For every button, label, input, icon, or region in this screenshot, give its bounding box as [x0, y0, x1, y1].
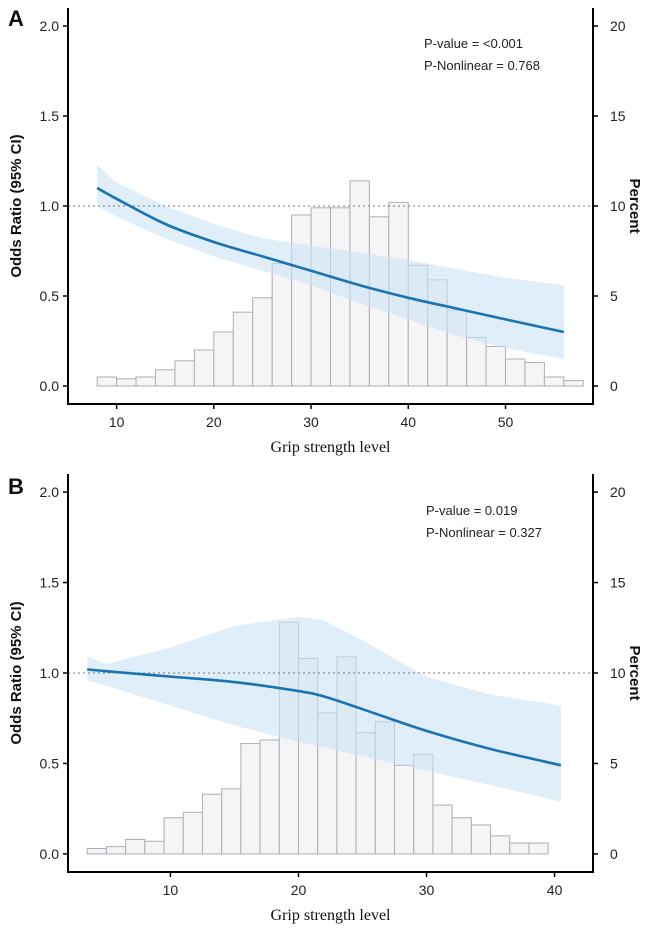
y-right-tick-label: 20	[610, 484, 626, 500]
histogram-bar	[193, 349, 215, 387]
odds-ratio-curve	[96, 186, 565, 334]
y-right-tick-label: 20	[610, 18, 626, 34]
stat-annotation: P-Nonlinear = 0.768	[424, 58, 540, 73]
histogram-bar	[310, 207, 331, 387]
panel-b: B 0.0 0.5 1.0 1.5 2.0 0 5 10 15 20 10 20 30 40 Grip str…	[8, 474, 643, 924]
histogram-bar	[505, 358, 526, 387]
histogram-bar	[271, 263, 293, 387]
y-right-tick-label: 15	[610, 575, 626, 591]
histogram-bar	[291, 214, 312, 387]
histogram-bar	[524, 362, 545, 387]
histogram-bar	[86, 847, 107, 855]
x-tick-label: 30	[303, 414, 319, 430]
x-tick-label: 40	[400, 414, 416, 430]
histogram-bar	[135, 376, 157, 387]
histogram-bar	[116, 378, 137, 387]
x-tick-label: 30	[419, 882, 435, 898]
y-right-axis-label: Percent	[626, 645, 643, 700]
histogram-bar	[470, 824, 492, 855]
histogram-bar	[163, 817, 184, 855]
x-tick-label: 10	[163, 882, 179, 898]
confidence-band	[97, 164, 564, 359]
y-right-axis-label: Percent	[626, 178, 643, 233]
x-tick-label: 50	[498, 414, 514, 430]
histogram-bar	[252, 297, 273, 387]
y-tick-label: 2.0	[40, 484, 60, 500]
histogram-bar	[125, 838, 146, 855]
histogram-bar	[528, 842, 549, 855]
x-tick-label: 10	[109, 414, 125, 430]
y-right-tick-label: 15	[610, 108, 626, 124]
histogram-bar	[213, 331, 234, 387]
y-right-tick-label: 0	[610, 378, 618, 394]
histogram-bar	[96, 376, 118, 387]
y-tick-label: 1.5	[40, 575, 60, 591]
panel-label: B	[8, 474, 24, 499]
histogram-bar	[240, 743, 261, 855]
histogram-bar	[432, 804, 453, 855]
histogram-bar	[144, 840, 165, 855]
y-axis-label: Odds Ratio (95% CI)	[8, 601, 25, 744]
histogram-bar	[201, 793, 223, 855]
panel-a: A 0.0 0.5 1.0 1.5 2.0 0 5 10 15 20 10 20 30 40 50 Grip s…	[8, 6, 643, 456]
odds-ratio-curve	[87, 668, 562, 767]
x-tick-label: 20	[291, 882, 307, 898]
stat-annotation: P-Nonlinear = 0.327	[426, 525, 542, 540]
y-right-tick-label: 5	[610, 288, 618, 304]
confidence-band	[87, 616, 561, 802]
y-tick-label: 1.0	[40, 198, 60, 214]
histogram-bar	[451, 817, 472, 855]
x-tick-label: 40	[547, 882, 563, 898]
histogram-bar	[182, 811, 203, 855]
histogram-bar	[221, 788, 242, 855]
y-right-tick-label: 10	[610, 665, 626, 681]
y-tick-label: 0.0	[40, 846, 60, 862]
histogram-bar	[394, 764, 415, 855]
histogram-bar	[259, 739, 280, 855]
x-tick-label: 20	[206, 414, 222, 430]
y-right-tick-label: 0	[610, 846, 618, 862]
y-tick-label: 1.5	[40, 108, 60, 124]
panel-label: A	[8, 6, 24, 31]
stat-annotation: P-value = <0.001	[424, 36, 523, 51]
stat-annotation: P-value = 0.019	[426, 503, 517, 518]
y-right-tick-label: 5	[610, 755, 618, 771]
histogram-bar	[490, 835, 511, 855]
histogram-bar	[543, 376, 565, 387]
x-axis-label: Grip strength level	[271, 907, 392, 924]
y-axis-label: Odds Ratio (95% CI)	[8, 134, 25, 277]
histogram-bar	[174, 360, 195, 387]
y-right-tick-label: 10	[610, 198, 626, 214]
histogram-bar	[232, 311, 254, 387]
y-tick-label: 0.0	[40, 378, 60, 394]
histogram-bar	[509, 842, 530, 855]
histogram-bar	[466, 336, 487, 387]
y-tick-label: 0.5	[40, 288, 60, 304]
y-tick-label: 2.0	[40, 18, 60, 34]
histogram-bar	[485, 345, 506, 387]
histogram-bar	[563, 380, 584, 387]
y-tick-label: 0.5	[40, 755, 60, 771]
histogram-bar	[155, 369, 176, 387]
y-tick-label: 1.0	[40, 665, 60, 681]
x-axis-label: Grip strength level	[271, 439, 392, 456]
histogram-bar	[105, 846, 127, 855]
